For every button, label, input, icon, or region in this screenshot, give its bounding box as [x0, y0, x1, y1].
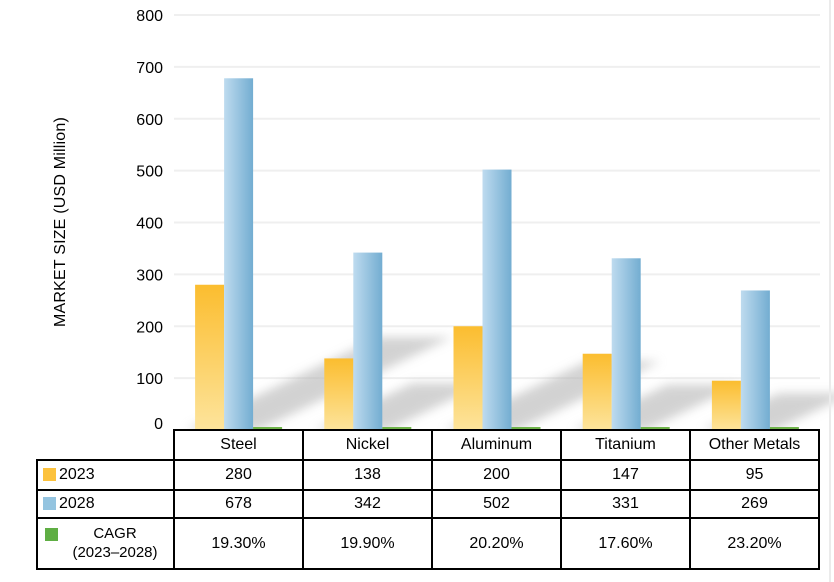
bar-2028-other-metals [740, 290, 770, 430]
bar-2028-aluminum [482, 169, 512, 430]
y-tick-label-400: 400 [136, 216, 163, 233]
legend-label-cagr: CAGR (2023–2028) [72, 524, 158, 561]
cell-cagr-nickel: 19.90% [302, 517, 433, 570]
cell-2028-aluminum: 502 [431, 489, 562, 519]
bar-2023-aluminum [453, 326, 483, 430]
bar-cagr-other-metals [769, 427, 799, 430]
legend-label: 2028 [59, 495, 95, 513]
header-nickel: Nickel [302, 429, 433, 461]
legend-swatch-2023 [43, 468, 56, 482]
cell-2028-nickel: 342 [302, 489, 433, 519]
cell-2023-nickel: 138 [302, 459, 433, 491]
y-tick-label-200: 200 [136, 319, 163, 336]
cell-2028-steel: 678 [173, 489, 304, 519]
cell-2023-other-metals: 95 [689, 459, 820, 491]
cell-2028-other-metals: 269 [689, 489, 820, 519]
legend-2023: 2023 [36, 459, 175, 491]
bar-2023-other-metals [711, 380, 741, 430]
y-tick-label-700: 700 [136, 60, 163, 77]
cell-2023-steel: 280 [173, 459, 304, 491]
bar-2028-nickel [353, 252, 383, 430]
y-tick-label-300: 300 [136, 267, 163, 284]
bar-cagr-titanium [640, 427, 670, 430]
cell-cagr-other-metals: 23.20% [689, 517, 820, 570]
y-tick-label-600: 600 [136, 112, 163, 129]
bar-chart-plot-area: 0 100 200 300 400 500 600 700 800 [136, 8, 834, 433]
screen-right-edge-line [829, 0, 831, 582]
cell-2028-titanium: 331 [560, 489, 691, 519]
y-tick-label-0: 0 [154, 416, 163, 433]
bar-2023-nickel [324, 358, 354, 430]
header-steel: Steel [173, 429, 304, 461]
legend-swatch-2028 [43, 497, 56, 511]
bar-cagr-steel [253, 427, 283, 430]
legend-2028: 2028 [36, 489, 175, 519]
cell-2023-aluminum: 200 [431, 459, 562, 491]
y-tick-label-500: 500 [136, 164, 163, 181]
header-aluminum: Aluminum [431, 429, 562, 461]
bar-2028-titanium [611, 258, 641, 430]
header-titanium: Titanium [560, 429, 691, 461]
header-other-metals: Other Metals [689, 429, 820, 461]
bar-2023-titanium [582, 353, 612, 430]
y-tick-label-100: 100 [136, 371, 163, 388]
cell-2023-titanium: 147 [560, 459, 691, 491]
legend-swatch-cagr [45, 528, 58, 541]
bar-cagr-aluminum [511, 427, 541, 430]
legend-label: 2023 [59, 466, 95, 484]
legend-cagr: CAGR (2023–2028) [36, 517, 175, 570]
cell-cagr-aluminum: 20.20% [431, 517, 562, 570]
bar-cagr-nickel [382, 427, 412, 430]
table-corner-spacer [37, 430, 174, 460]
bar-2023-steel [195, 284, 225, 430]
cell-cagr-steel: 19.30% [173, 517, 304, 570]
bar-2028-steel [224, 78, 254, 430]
chart-data-table: Steel Nickel Aluminum Titanium Other Metals 2… [36, 429, 820, 570]
cell-cagr-titanium: 17.60% [560, 517, 691, 570]
y-tick-label-800: 800 [136, 8, 163, 25]
